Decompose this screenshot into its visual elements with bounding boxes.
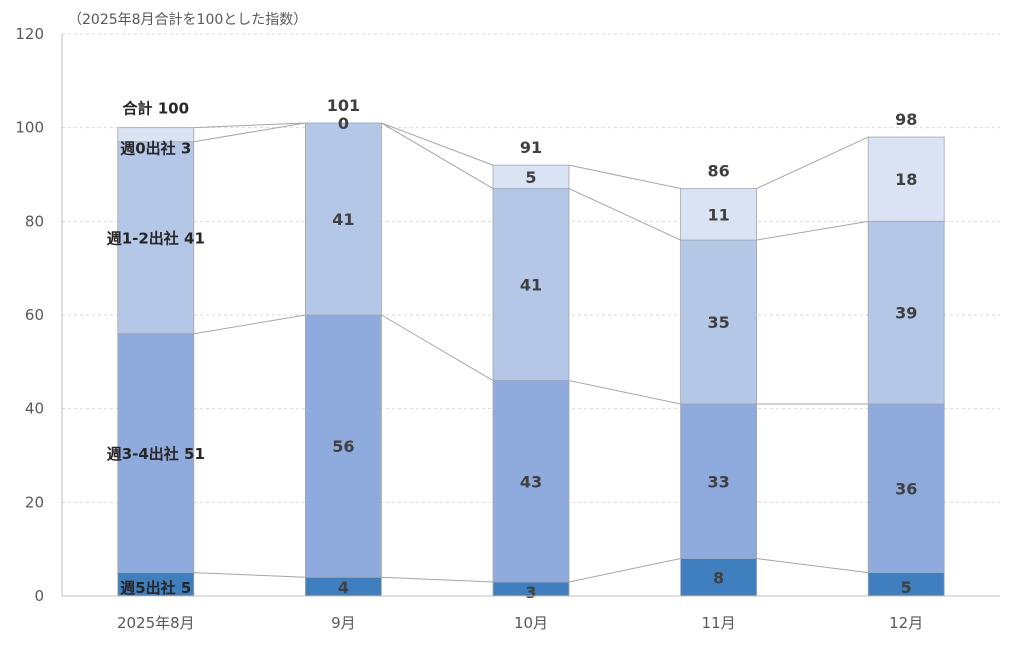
segment-value-label: 33: [707, 472, 729, 491]
bar-segment: [117, 141, 195, 335]
segment-value-label: 18: [895, 170, 917, 189]
y-tick-label: 40: [25, 400, 44, 418]
bars: [117, 122, 945, 597]
x-category-label: 11月: [702, 614, 736, 632]
series-name-label: 週5出社 5: [120, 579, 191, 597]
y-tick-label: 0: [34, 587, 44, 605]
x-category-label: 12月: [889, 614, 923, 632]
x-axis: 2025年8月 9月 10月 11月 12月: [62, 595, 1000, 632]
segment-value-label: 5: [901, 578, 912, 597]
segment-value-label: 41: [332, 210, 354, 229]
connector-line: [756, 136, 869, 190]
bar-segment: [867, 136, 945, 222]
series-name-label: 合計 100: [122, 100, 190, 118]
segment-value-label: 8: [713, 568, 724, 587]
bar-segment: [304, 314, 382, 578]
chart-subtitle: （2025年8月合計を100とした指数）: [68, 12, 307, 28]
bar-segment: [492, 188, 570, 381]
bar-segment: [117, 127, 195, 143]
y-tick-label: 60: [25, 306, 44, 324]
segment-value-label: 4: [338, 578, 349, 597]
x-category-label: 10月: [514, 614, 548, 632]
bar-segment: [492, 380, 570, 583]
segment-value-label: 43: [520, 472, 542, 491]
segment-value-label: 35: [707, 313, 729, 332]
segment-value-label: 36: [895, 479, 917, 498]
segment-value-label: 41: [520, 276, 542, 295]
connector-line: [756, 558, 869, 574]
connector-line: [193, 314, 306, 335]
bar-segment: [304, 122, 382, 316]
x-category-label: 9月: [331, 614, 356, 632]
connector-line: [381, 314, 494, 381]
segment-value-label: 0: [338, 114, 349, 133]
connector-line: [193, 122, 306, 129]
y-tick-label: 120: [15, 25, 44, 43]
bar-segment: [117, 333, 195, 573]
connector-line: [193, 572, 306, 578]
segment-value-label: 11: [707, 205, 729, 224]
segment-value-label: 56: [332, 437, 354, 456]
segment-value-label: 5: [525, 168, 536, 187]
connector-line: [381, 576, 494, 583]
connector-lines: [193, 122, 869, 583]
connector-line: [381, 122, 494, 166]
bar-segment: [680, 239, 757, 405]
y-tick-label: 100: [15, 119, 44, 137]
bar-segment: [680, 403, 757, 559]
segment-value-label: 3: [525, 583, 536, 602]
total-label: 101: [327, 96, 360, 115]
bar-segment: [867, 220, 945, 405]
bar-segment: [867, 403, 945, 573]
connector-line: [193, 122, 306, 143]
bar-segment: [492, 164, 570, 189]
connector-line: [568, 558, 681, 583]
connector-line: [568, 164, 681, 190]
connector-line: [381, 122, 494, 189]
bar-segment: [680, 188, 757, 241]
y-axis: 0 20 40 60 80 100 120: [15, 25, 63, 605]
x-category-label: 2025年8月: [117, 614, 195, 632]
total-label: 86: [707, 162, 729, 181]
y-tick-label: 80: [25, 212, 44, 230]
total-label: 91: [520, 138, 542, 157]
connector-line: [756, 220, 869, 241]
total-label: 98: [895, 110, 917, 129]
segment-value-label: 39: [895, 304, 917, 323]
series-labels: 週5出社 5 週3-4出社 51 週1-2出社 41 週0出社 3 合計 100: [107, 100, 205, 597]
connector-line: [568, 188, 681, 241]
y-tick-label: 20: [25, 493, 44, 511]
series-name-label: 週0出社 3: [120, 140, 191, 158]
connector-line: [568, 380, 681, 405]
series-name-label: 週3-4出社 51: [107, 445, 205, 463]
series-name-label: 週1-2出社 41: [107, 230, 205, 248]
